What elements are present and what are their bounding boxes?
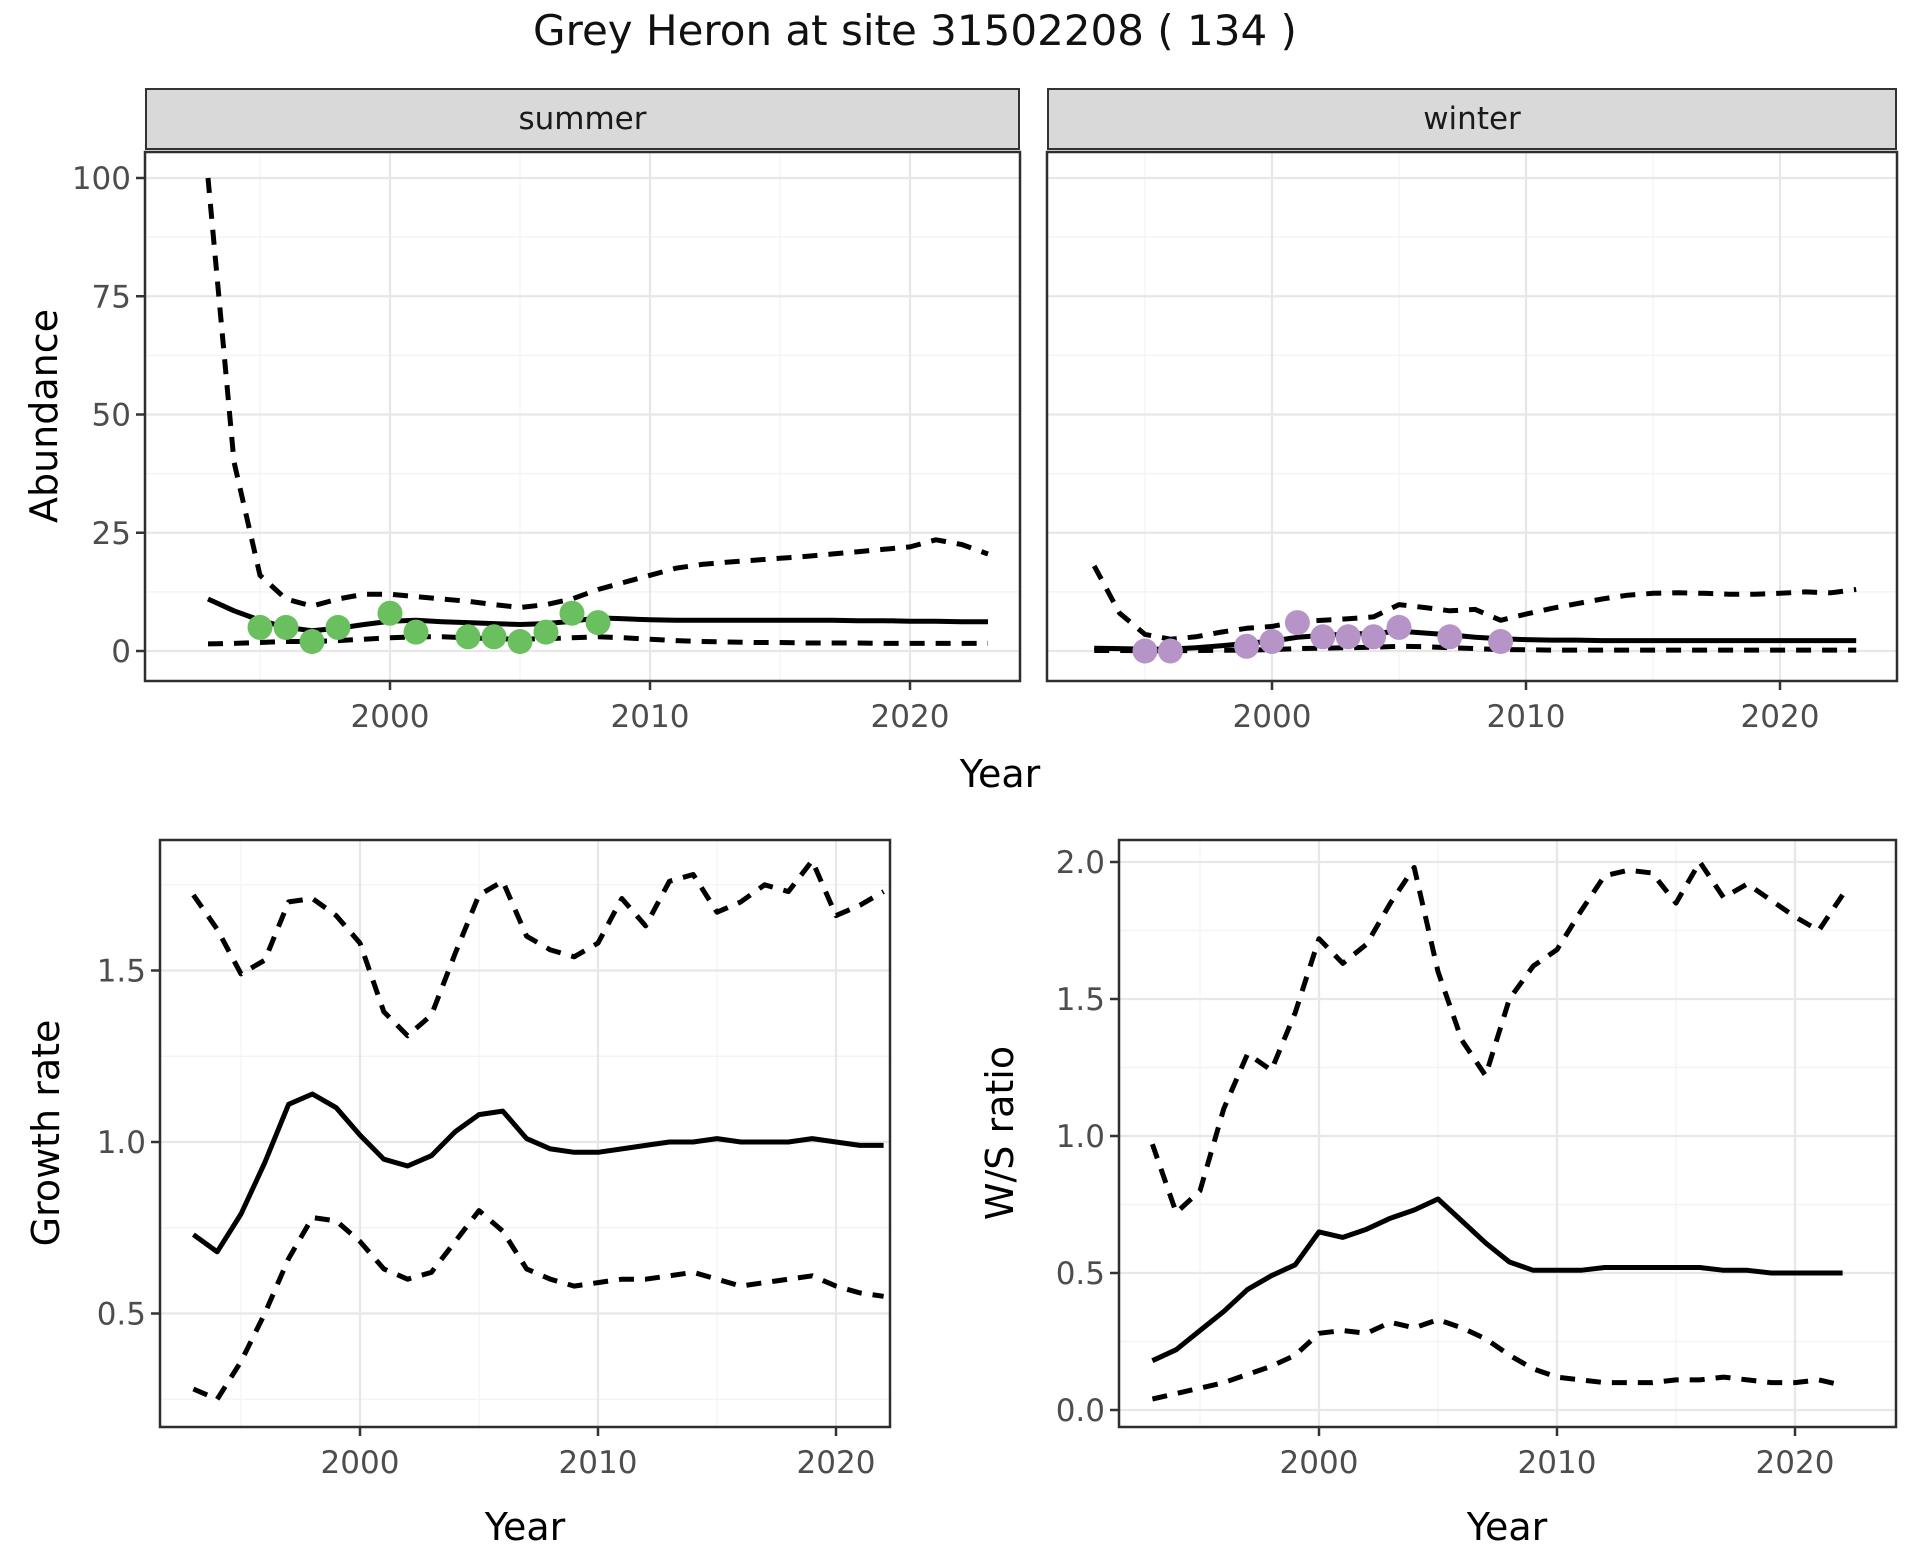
abundance-winter-point-2004: [1361, 624, 1387, 650]
abundance-winter-point-2002: [1310, 624, 1336, 650]
abundance-summer-lower-ci-line: [207, 634, 988, 647]
x-tick-label: 2010: [1487, 699, 1566, 735]
abundance-winter-lower-ci-line: [1094, 643, 1857, 654]
y-tick-label: 50: [92, 398, 131, 434]
abundance-summer-point-2007: [559, 600, 585, 626]
abundance-summer-point-2008: [585, 610, 611, 636]
abundance-summer-point-1997: [299, 629, 325, 654]
abundance-summer-point-2004: [481, 624, 507, 650]
x-axis-title-top: Year: [959, 752, 1041, 796]
abundance-summer-upper-ci-line: [205, 177, 989, 610]
x-tick-label: 2020: [1741, 699, 1820, 735]
x-tick-label: 2000: [351, 699, 430, 735]
abundance-summer-point-2001: [403, 619, 429, 645]
x-tick-label: 2000: [321, 1445, 400, 1481]
ws-ratio-median-line: [1151, 1196, 1843, 1363]
abundance-summer-point-2000: [377, 600, 403, 626]
abundance-summer-point-1996: [273, 614, 299, 640]
panel-border: [1117, 838, 1898, 1429]
abundance-summer-point-1995: [247, 614, 273, 640]
abundance-winter-median-line: [1094, 628, 1857, 652]
y-tick-label: 2.0: [1056, 845, 1105, 881]
abundance-summer-point-2003: [455, 624, 481, 650]
abundance-winter-point-2007: [1437, 624, 1463, 650]
panel-border: [143, 150, 1022, 683]
abundance-summer-point-2005: [507, 629, 533, 654]
panel-abundance-winter: 2000 2010 2020: [1045, 150, 1899, 735]
x-axis-title-growth-rate: Year: [484, 1505, 566, 1549]
y-tick-label: 0.5: [97, 1297, 146, 1333]
abundance-winter-point-2009: [1488, 629, 1514, 654]
abundance-winter-point-2001: [1284, 610, 1310, 636]
page-title: Grey Heron at site 31502208 ( 134 ): [533, 6, 1297, 55]
abundance-winter-point-2003: [1335, 624, 1361, 650]
facet-strip-summer: summer: [145, 88, 1020, 150]
growth-rate-upper-ci-line: [191, 858, 885, 1039]
abundance-summer-point-1998: [325, 614, 351, 640]
growth-rate-lower-ci-line: [192, 1208, 884, 1402]
panel-border: [1045, 150, 1899, 683]
abundance-winter-point-2005: [1386, 614, 1412, 640]
x-tick-label: 2020: [797, 1445, 876, 1481]
x-tick-label: 2010: [559, 1445, 638, 1481]
y-tick-label: 0.5: [1056, 1256, 1105, 1292]
abundance-summer-point-2006: [533, 619, 559, 645]
x-axis-title-ws-ratio: Year: [1466, 1505, 1548, 1549]
y-tick-label: 75: [92, 279, 131, 315]
y-tick-label: 25: [92, 516, 131, 552]
y-tick-label: 1.5: [97, 954, 146, 990]
x-tick-label: 2000: [1280, 1445, 1359, 1481]
abundance-winter-point-1996: [1157, 638, 1183, 664]
ws-ratio-lower-ci-line: [1151, 1317, 1844, 1402]
facet-strip-winter-label: winter: [1423, 101, 1521, 137]
y-tick-label: 0.0: [1056, 1393, 1105, 1429]
y-axis-title-abundance: Abundance: [22, 308, 66, 524]
y-tick-label: 1.5: [1056, 982, 1105, 1018]
x-tick-label: 2000: [1233, 699, 1312, 735]
growth-rate-median-line: [191, 1091, 884, 1255]
ws-ratio-upper-ci-line: [1150, 859, 1845, 1216]
x-tick-label: 2010: [611, 699, 690, 735]
panel-abundance-summer: 2000 2010 2020 0 25 50 75 100: [72, 150, 1022, 735]
y-tick-label: 1.0: [1056, 1119, 1105, 1155]
abundance-winter-point-1999: [1234, 633, 1260, 659]
panel-border: [158, 838, 892, 1429]
panel-ws-ratio: 2000 2010 2020 0.0 0.5 1.0 1.5 2.0: [1056, 838, 1898, 1481]
abundance-winter-upper-ci-line: [1091, 564, 1857, 642]
y-tick-label: 0: [111, 634, 131, 670]
x-tick-label: 2020: [1756, 1445, 1835, 1481]
panel-growth-rate: 2000 2010 2020 0.5 1.0 1.5: [97, 838, 892, 1481]
facet-strip-summer-label: summer: [518, 101, 647, 137]
y-axis-title-growth-rate: Growth rate: [24, 1019, 68, 1247]
abundance-winter-point-1995: [1132, 638, 1158, 664]
x-tick-label: 2010: [1518, 1445, 1597, 1481]
abundance-winter-point-2000: [1259, 629, 1285, 654]
y-tick-label: 1.0: [97, 1125, 146, 1161]
x-tick-label: 2020: [871, 699, 950, 735]
y-tick-label: 100: [72, 161, 131, 197]
y-axis-title-ws-ratio: W/S ratio: [978, 1045, 1022, 1221]
facet-strip-winter: winter: [1047, 88, 1897, 150]
